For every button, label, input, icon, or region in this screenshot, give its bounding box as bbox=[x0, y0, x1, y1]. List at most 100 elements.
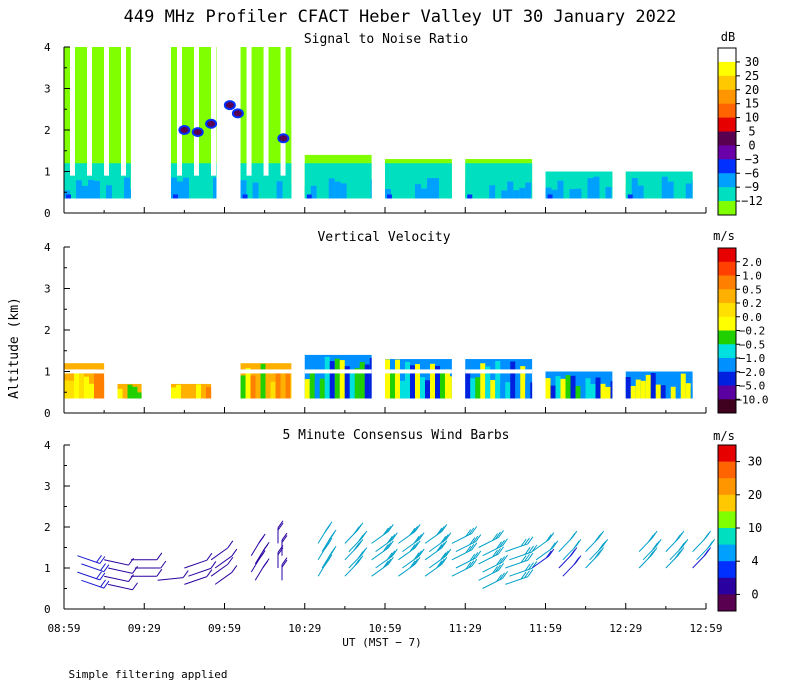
wind-barb bbox=[424, 547, 443, 561]
velocity-cell bbox=[359, 362, 365, 399]
wind-barb bbox=[371, 531, 389, 544]
colorbar-swatch bbox=[718, 117, 736, 132]
snr-cell bbox=[471, 180, 478, 199]
colorbar-swatch bbox=[718, 561, 736, 579]
wind-barb-flag bbox=[524, 547, 531, 555]
velocity-cell bbox=[570, 375, 576, 399]
snr-cell bbox=[130, 188, 131, 199]
snr-cell bbox=[340, 183, 347, 199]
velocity-cell bbox=[640, 380, 646, 399]
velocity-cell bbox=[630, 385, 636, 399]
colorbar-swatch bbox=[718, 594, 736, 612]
snr-cell bbox=[246, 189, 253, 199]
wind-barb bbox=[188, 567, 212, 577]
colorbar-label: 0 bbox=[748, 138, 755, 152]
wind-barb-flag bbox=[353, 543, 360, 551]
wind-barb-flag bbox=[465, 529, 472, 537]
wind-barb-flag bbox=[103, 564, 110, 572]
wind-barb-flag bbox=[495, 531, 501, 540]
snr-echo bbox=[205, 118, 218, 129]
velocity-gap bbox=[240, 369, 292, 374]
velocity-axes: 0 1 2 3 4 bbox=[44, 241, 707, 420]
snr-cell bbox=[477, 180, 484, 199]
snr-cell bbox=[64, 190, 70, 199]
wind-barb-flag bbox=[353, 526, 360, 535]
velocity-cell bbox=[575, 386, 581, 399]
wind-barb-flag bbox=[674, 534, 681, 543]
wind-barb-flag bbox=[382, 527, 389, 536]
wind-colorbar: 30 20 10 4 0 bbox=[717, 444, 762, 612]
wind-barb-flag bbox=[573, 541, 580, 549]
velocity-cell bbox=[420, 377, 425, 399]
wind-barb-flag bbox=[524, 537, 530, 546]
snr-gap bbox=[87, 47, 92, 176]
snr-cell bbox=[310, 185, 317, 199]
wind-barb-flag bbox=[156, 552, 163, 561]
colorbar-label: 30 bbox=[745, 55, 759, 69]
velocity-cell bbox=[560, 378, 566, 399]
wind-barb-flag bbox=[99, 572, 106, 581]
wind-barb bbox=[250, 557, 261, 573]
velocity-cell bbox=[495, 360, 501, 399]
velocity-cell bbox=[334, 358, 340, 399]
wind-barb-flag bbox=[520, 571, 527, 580]
wind-barb bbox=[398, 563, 416, 577]
snr-cell bbox=[240, 180, 247, 199]
footnote: Simple filtering applied bbox=[69, 668, 228, 681]
snr-cell bbox=[445, 190, 451, 199]
snr-cell bbox=[328, 178, 335, 199]
wind-barb-flag bbox=[471, 542, 478, 551]
velocity-cell bbox=[127, 384, 133, 399]
wind-barb-flag bbox=[100, 579, 106, 588]
snr-cell bbox=[489, 185, 496, 199]
wind-barb-flag bbox=[469, 553, 476, 562]
snr-cell bbox=[507, 181, 514, 199]
wind-barb bbox=[371, 547, 389, 561]
colorbar-swatch bbox=[718, 159, 736, 174]
wind-barb bbox=[214, 555, 233, 569]
wind-barb-flag bbox=[524, 554, 530, 562]
snr-cell bbox=[427, 178, 433, 199]
wind-barb bbox=[531, 539, 550, 553]
wind-barb-flag bbox=[389, 534, 396, 542]
wind-barb-flag bbox=[386, 535, 393, 544]
snr-cell bbox=[531, 186, 533, 199]
velocity-cell bbox=[550, 385, 556, 399]
colorbar-swatch bbox=[718, 201, 736, 216]
snr-cell bbox=[519, 187, 526, 199]
wind-barb-flag bbox=[353, 559, 360, 568]
velocity-cell bbox=[137, 392, 142, 399]
wind-barb bbox=[505, 576, 529, 585]
x-tick-label: 11:59 bbox=[529, 622, 562, 635]
colorbar-label: −10.0 bbox=[735, 393, 768, 406]
wind-barb-flag bbox=[445, 532, 452, 540]
x-tick-label: 12:29 bbox=[609, 622, 642, 635]
wind-barb-flag bbox=[281, 557, 288, 565]
velocity-cell bbox=[240, 375, 246, 399]
wind-barb-flag bbox=[412, 558, 418, 567]
snr-cell bbox=[282, 183, 289, 199]
colorbar-label: −3 bbox=[745, 152, 759, 166]
snr-cell bbox=[631, 178, 638, 199]
colorbar-swatch bbox=[718, 461, 736, 479]
wind-barb-flag bbox=[502, 538, 508, 546]
y-tick-label: 1 bbox=[44, 562, 51, 575]
snr-cell bbox=[70, 186, 76, 199]
wind-barb bbox=[81, 563, 105, 573]
wind-barb-flag bbox=[262, 560, 269, 569]
snr-cell bbox=[391, 189, 397, 199]
wind-barb bbox=[210, 547, 229, 561]
x-tick-labels: 08:59 09:29 09:59 10:29 10:59 11:29 11:59 12:29… bbox=[47, 622, 722, 635]
velocity-cell bbox=[270, 381, 276, 399]
velocity-gap bbox=[465, 369, 533, 374]
velocity-cell bbox=[339, 360, 345, 399]
colorbar-label: −2.0 bbox=[739, 366, 766, 379]
snr-gap bbox=[263, 47, 269, 176]
wind-barb bbox=[371, 563, 389, 577]
wind-barb-flag bbox=[96, 571, 102, 580]
wind-barb-flag bbox=[499, 556, 505, 564]
colorbar-label: −0.2 bbox=[739, 325, 766, 338]
velocity-panel-title: Vertical Velocity bbox=[317, 230, 450, 245]
y-tick-label: 2 bbox=[44, 324, 51, 337]
